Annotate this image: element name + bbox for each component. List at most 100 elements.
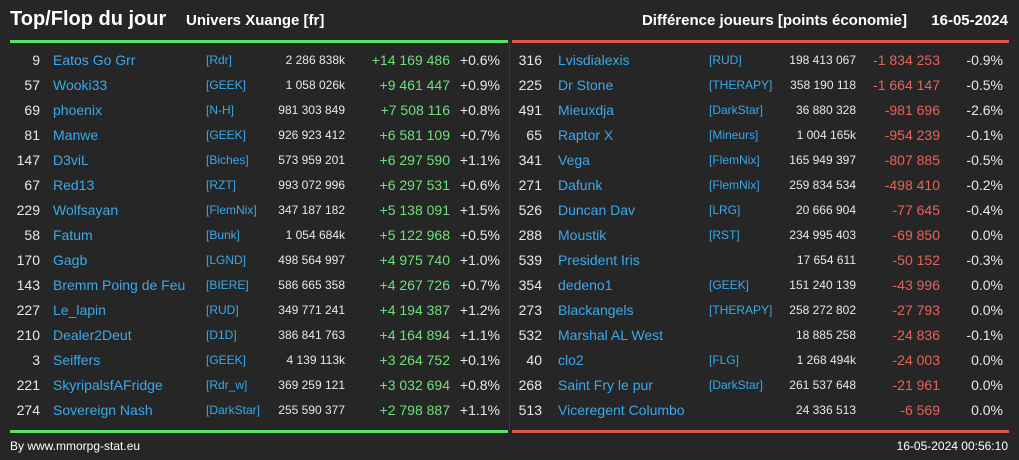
player-rank: 229 bbox=[16, 202, 40, 218]
player-name-link[interactable]: Dafunk bbox=[558, 177, 603, 193]
player-points: 926 923 412 bbox=[278, 128, 345, 142]
player-points: 17 654 611 bbox=[796, 253, 856, 267]
alliance-tag-link[interactable]: [Rdr] bbox=[206, 53, 233, 67]
player-name-link[interactable]: Vega bbox=[558, 152, 590, 168]
top-bottom-bar bbox=[10, 430, 508, 433]
player-name-link[interactable]: Blackangels bbox=[558, 302, 634, 318]
table-row: 532 Marshal AL West 18 885 258 -24 836 -0.1% bbox=[512, 323, 1009, 348]
table-row: 221 SkyripalsfAFridge [Rdr_w] 369 259 121 +3… bbox=[10, 373, 508, 398]
alliance-tag-link[interactable]: [RUD] bbox=[709, 53, 742, 67]
points-difference: +5 138 091 bbox=[379, 202, 450, 218]
player-rank: 9 bbox=[32, 52, 40, 68]
alliance-tag-link[interactable]: [THERAPY] bbox=[709, 78, 773, 92]
player-name-link[interactable]: Fatum bbox=[53, 227, 93, 243]
table-row: 57 Wooki33 [GEEK] 1 058 026k +9 461 447 +0.9% bbox=[10, 73, 508, 98]
player-points: 198 413 067 bbox=[789, 53, 856, 67]
subtitle: Différence joueurs [points économie] bbox=[641, 12, 907, 29]
player-points: 1 268 494k bbox=[796, 353, 856, 367]
percent-change: 0.0% bbox=[971, 302, 1003, 318]
universe-label: Univers Xuange [fr] bbox=[186, 12, 325, 29]
percent-change: -0.5% bbox=[966, 77, 1003, 93]
player-name-link[interactable]: Bremm Poing de Feu bbox=[53, 277, 186, 293]
percent-change: -0.2% bbox=[966, 177, 1003, 193]
percent-change: +0.9% bbox=[459, 77, 500, 93]
alliance-tag-link[interactable]: [DarkStar] bbox=[709, 103, 764, 117]
table-row: 274 Sovereign Nash [DarkStar] 255 590 377 +2… bbox=[10, 398, 508, 423]
points-difference: +14 169 486 bbox=[371, 52, 450, 68]
top-gainers-table: 9 Eatos Go Grr [Rdr] 2 286 838k +14 169 486 +… bbox=[10, 48, 508, 423]
player-name-link[interactable]: Moustik bbox=[558, 227, 607, 243]
alliance-tag-link[interactable]: [LGND] bbox=[206, 253, 247, 267]
player-rank: 147 bbox=[16, 152, 40, 168]
player-name-link[interactable]: Sovereign Nash bbox=[53, 402, 153, 418]
player-points: 993 072 996 bbox=[278, 178, 345, 192]
player-name-link[interactable]: Le_lapin bbox=[53, 302, 106, 318]
player-name-link[interactable]: Dealer2Deut bbox=[53, 327, 132, 343]
alliance-tag-link[interactable]: [D1D] bbox=[206, 328, 237, 342]
player-name-link[interactable]: Wooki33 bbox=[53, 77, 108, 93]
column-divider bbox=[509, 43, 510, 430]
player-name-link[interactable]: Mieuxdja bbox=[558, 102, 615, 118]
player-name-link[interactable]: clo2 bbox=[558, 352, 584, 368]
alliance-tag-link[interactable]: [Bunk] bbox=[206, 228, 241, 242]
alliance-tag-link[interactable]: [FLG] bbox=[709, 353, 740, 367]
points-difference: -6 569 bbox=[900, 402, 940, 418]
alliance-tag-link[interactable]: [GEEK] bbox=[206, 128, 247, 142]
percent-change: -2.6% bbox=[966, 102, 1003, 118]
player-rank: 354 bbox=[518, 277, 542, 293]
player-name-link[interactable]: Gagb bbox=[53, 252, 88, 268]
player-name-link[interactable]: Viceregent Columbo bbox=[558, 402, 685, 418]
player-points: 36 880 328 bbox=[795, 103, 856, 117]
player-name-link[interactable]: Raptor X bbox=[558, 127, 614, 143]
alliance-tag-link[interactable]: [FlemNix] bbox=[206, 203, 257, 217]
player-points: 234 995 403 bbox=[789, 228, 856, 242]
alliance-tag-link[interactable]: [RUD] bbox=[206, 303, 239, 317]
report-date: 16-05-2024 bbox=[931, 12, 1008, 29]
player-name-link[interactable]: Manwe bbox=[53, 127, 99, 143]
player-name-link[interactable]: Duncan Dav bbox=[558, 202, 636, 218]
table-row: 229 Wolfsayan [FlemNix] 347 187 182 +5 138 0… bbox=[10, 198, 508, 223]
player-name-link[interactable]: Lvisdialexis bbox=[558, 52, 630, 68]
alliance-tag-link[interactable]: [DarkStar] bbox=[206, 403, 261, 417]
alliance-tag-link[interactable]: [BIERE] bbox=[206, 278, 249, 292]
alliance-tag-link[interactable]: [FlemNix] bbox=[709, 153, 760, 167]
table-row: 147 D3viL [Biches] 573 959 201 +6 297 590 +1.… bbox=[10, 148, 508, 173]
player-points: 498 564 997 bbox=[278, 253, 345, 267]
player-name-link[interactable]: Marshal AL West bbox=[558, 327, 664, 343]
alliance-tag-link[interactable]: [Mineurs] bbox=[709, 128, 759, 142]
alliance-tag-link[interactable]: [RST] bbox=[709, 228, 740, 242]
player-name-link[interactable]: Wolfsayan bbox=[53, 202, 119, 218]
player-name-link[interactable]: SkyripalsfAFridge bbox=[53, 377, 163, 393]
table-row: 9 Eatos Go Grr [Rdr] 2 286 838k +14 169 486 +… bbox=[10, 48, 508, 73]
alliance-tag-link[interactable]: [DarkStar] bbox=[709, 378, 764, 392]
alliance-tag-link[interactable]: [THERAPY] bbox=[709, 303, 773, 317]
alliance-tag-link[interactable]: [FlemNix] bbox=[709, 178, 760, 192]
percent-change: +1.1% bbox=[459, 327, 500, 343]
player-name-link[interactable]: D3viL bbox=[53, 152, 89, 168]
alliance-tag-link[interactable]: [GEEK] bbox=[206, 353, 247, 367]
player-name-link[interactable]: Saint Fry le pur bbox=[558, 377, 653, 393]
table-row: 513 Viceregent Columbo 24 336 513 -6 569 0.0… bbox=[512, 398, 1009, 423]
player-rank: 57 bbox=[24, 77, 40, 93]
player-name-link[interactable]: phoenix bbox=[53, 102, 103, 118]
player-rank: 539 bbox=[518, 252, 542, 268]
alliance-tag-link[interactable]: [RZT] bbox=[206, 178, 236, 192]
alliance-tag-link[interactable]: [Biches] bbox=[206, 153, 249, 167]
player-name-link[interactable]: dedeno1 bbox=[558, 277, 613, 293]
points-difference: +6 581 109 bbox=[379, 127, 450, 143]
player-name-link[interactable]: Red13 bbox=[53, 177, 95, 193]
alliance-tag-link[interactable]: [N-H] bbox=[206, 103, 234, 117]
alliance-tag-link[interactable]: [GEEK] bbox=[709, 278, 750, 292]
points-difference: +3 032 694 bbox=[379, 377, 450, 393]
points-difference: +4 164 894 bbox=[379, 327, 450, 343]
player-rank: 225 bbox=[518, 77, 542, 93]
table-row: 65 Raptor X [Mineurs] 1 004 165k -954 239 -0.… bbox=[512, 123, 1009, 148]
player-name-link[interactable]: Eatos Go Grr bbox=[53, 52, 136, 68]
alliance-tag-link[interactable]: [Rdr_w] bbox=[206, 378, 248, 392]
alliance-tag-link[interactable]: [LRG] bbox=[709, 203, 741, 217]
player-name-link[interactable]: President Iris bbox=[558, 252, 640, 268]
alliance-tag-link[interactable]: [GEEK] bbox=[206, 78, 247, 92]
player-name-link[interactable]: Dr Stone bbox=[558, 77, 614, 93]
player-rank: 3 bbox=[32, 352, 40, 368]
player-name-link[interactable]: Seiffers bbox=[53, 352, 101, 368]
